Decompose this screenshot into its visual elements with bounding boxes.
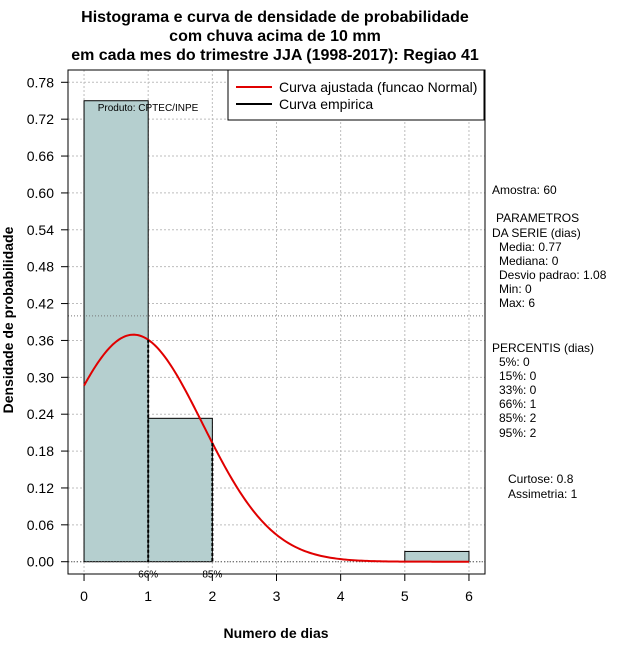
kurtosis: Curtose: 0.8 (508, 472, 574, 486)
y-tick-label-0.00: 0.00 (27, 554, 54, 570)
params-title: PARAMETROS (496, 211, 579, 225)
y-tick-label-0.72: 0.72 (27, 111, 54, 127)
y-tick-label-0.66: 0.66 (27, 148, 54, 164)
y-tick-label-0.60: 0.60 (27, 185, 54, 201)
y-tick-label-0.06: 0.06 (27, 517, 54, 533)
x-tick-label-2: 2 (208, 588, 216, 604)
y-tick-label-0.30: 0.30 (27, 369, 54, 385)
legend-empirical-label: Curva empirica (279, 96, 373, 112)
x-tick-label-5: 5 (401, 588, 409, 604)
histogram-bar-0 (83, 100, 149, 563)
chart-title-line-2: com chuva acima de 10 mm (169, 28, 381, 45)
params-subtitle: DA SERIE (dias) (492, 226, 581, 240)
param-max: Max: 6 (499, 296, 535, 310)
x-tick-label-0: 0 (80, 588, 88, 604)
stats-side-panel: Amostra: 60 PARAMETROS DA SERIE (dias) M… (492, 183, 607, 501)
y-tick-label-0.48: 0.48 (27, 259, 54, 275)
credit-text: Produto: CPTEC/INPE (98, 103, 199, 114)
percentis-title: PERCENTIS (dias) (492, 341, 594, 355)
chart-title-line-1: Histograma e curva de densidade de proba… (81, 9, 469, 26)
param-median: Mediana: 0 (499, 254, 559, 268)
y-tick-label-0.36: 0.36 (27, 332, 54, 348)
x-tick-label-3: 3 (273, 588, 281, 604)
legend-box (227, 69, 485, 121)
param-min: Min: 0 (499, 282, 532, 296)
y-tick-label-0.18: 0.18 (27, 443, 54, 459)
param-mean: Media: 0.77 (499, 240, 562, 254)
param-sd: Desvio padrao: 1.08 (499, 268, 607, 282)
histogram-bars (83, 100, 470, 563)
percentile-66: 66%: 1 (499, 397, 537, 411)
x-tick-label-1: 1 (144, 588, 152, 604)
percentile-33: 33%: 0 (499, 383, 537, 397)
x-tick-label-4: 4 (337, 588, 345, 604)
percentile-85: 85%: 2 (499, 411, 537, 425)
chart-title-line-3: em cada mes do trimestre JJA (1998-2017)… (71, 47, 479, 64)
percentile-5: 5%: 0 (499, 355, 530, 369)
y-tick-label-0.12: 0.12 (27, 480, 54, 496)
sample-size: Amostra: 60 (492, 183, 557, 197)
percentile-95: 95%: 2 (499, 426, 537, 440)
y-axis-label: Densidade de probabilidade (0, 226, 16, 413)
x-axis-label: Numero de dias (223, 625, 328, 641)
skewness: Assimetria: 1 (508, 487, 578, 501)
y-tick-label-0.24: 0.24 (27, 406, 54, 422)
x-tick-label-6: 6 (465, 588, 473, 604)
y-tick-label-0.42: 0.42 (27, 296, 54, 312)
histogram-bar-5 (404, 550, 470, 563)
percentile-15: 15%: 0 (499, 369, 537, 383)
legend-fitted-label: Curva ajustada (funcao Normal) (279, 79, 477, 95)
y-tick-label-0.54: 0.54 (27, 222, 54, 238)
y-tick-label-0.78: 0.78 (27, 74, 54, 90)
legend: Curva ajustada (funcao Normal) Curva emp… (227, 69, 485, 121)
histogram-bar-1 (147, 417, 213, 563)
